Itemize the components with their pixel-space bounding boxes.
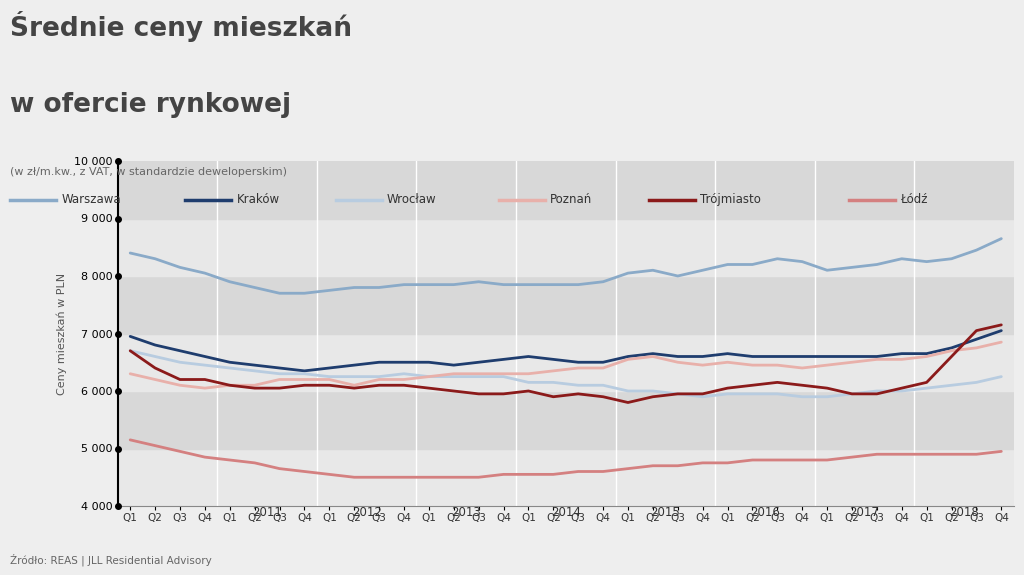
Text: Trójmiasto: Trójmiasto bbox=[700, 193, 761, 206]
Text: 2013: 2013 bbox=[452, 506, 481, 519]
Bar bbox=[118, 448, 1014, 506]
Text: 2018: 2018 bbox=[949, 506, 979, 519]
Text: Warszawa: Warszawa bbox=[61, 193, 121, 206]
Text: 2015: 2015 bbox=[650, 506, 680, 519]
Text: 2011: 2011 bbox=[252, 506, 282, 519]
Text: 2012: 2012 bbox=[351, 506, 382, 519]
Y-axis label: Ceny mieszkań w PLN: Ceny mieszkań w PLN bbox=[56, 273, 67, 394]
Text: Poznań: Poznań bbox=[550, 193, 592, 206]
Bar bbox=[118, 218, 1014, 276]
Text: Wrocław: Wrocław bbox=[387, 193, 436, 206]
Bar bbox=[118, 334, 1014, 391]
Text: 2014: 2014 bbox=[551, 506, 581, 519]
Text: 2016: 2016 bbox=[750, 506, 780, 519]
Text: Źródło: REAS | JLL Residential Advisory: Źródło: REAS | JLL Residential Advisory bbox=[10, 554, 212, 566]
Text: w ofercie rynkowej: w ofercie rynkowej bbox=[10, 92, 292, 118]
Bar bbox=[118, 391, 1014, 448]
Text: (w zł/m.kw., z VAT, w standardzie deweloperskim): (w zł/m.kw., z VAT, w standardzie dewelo… bbox=[10, 167, 288, 177]
Text: Średnie ceny mieszkań: Średnie ceny mieszkań bbox=[10, 12, 352, 43]
Bar bbox=[118, 161, 1014, 218]
Text: 2017: 2017 bbox=[850, 506, 880, 519]
Text: Łódź: Łódź bbox=[900, 193, 928, 206]
Text: Kraków: Kraków bbox=[237, 193, 280, 206]
Bar bbox=[118, 276, 1014, 334]
